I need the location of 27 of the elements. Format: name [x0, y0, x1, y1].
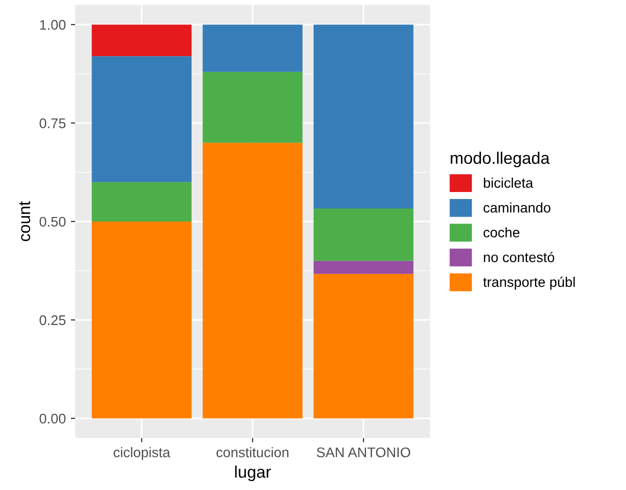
bar: [202, 142, 303, 418]
legend-label: caminando: [484, 202, 550, 213]
x-tick-label: ciclopista: [114, 447, 170, 460]
bar: [202, 24, 303, 72]
legend-label: transporte públ: [483, 276, 575, 290]
y-tick-label: 1.00: [40, 20, 66, 30]
x-axis-title: lugar: [235, 466, 271, 482]
bar: [314, 208, 414, 261]
y-tick-label: 0.50: [40, 216, 66, 227]
bar: [92, 56, 192, 182]
legend-title: modo.llegada: [450, 152, 550, 168]
y-tick-label: 0.25: [40, 315, 66, 326]
legend-label: bicicleta: [484, 178, 534, 188]
x-tick-label: constitucion: [216, 447, 288, 458]
bar: [92, 24, 192, 56]
bar: [92, 182, 192, 222]
y-axis-title: count: [19, 201, 30, 242]
bar: [314, 260, 414, 274]
legend-label: coche: [484, 227, 520, 238]
y-tick-label: 0.00: [40, 414, 66, 424]
bar: [314, 24, 414, 208]
bar: [202, 72, 303, 143]
bar: [314, 274, 414, 418]
legend-label: no contestó: [484, 252, 554, 262]
x-tick-label: SAN ANTONIO: [316, 447, 410, 458]
bar: [92, 221, 192, 418]
y-tick-label: 0.75: [40, 118, 66, 128]
